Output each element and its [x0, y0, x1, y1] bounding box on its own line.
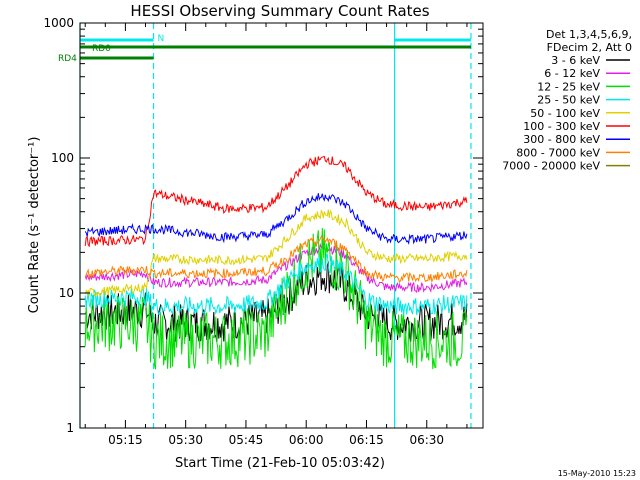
attenuator-layer: N RD0 RD4 — [58, 34, 471, 64]
series-line-2 — [84, 227, 468, 370]
legend-entry-label: 300 - 800 keV — [523, 133, 600, 146]
legend-entry-label: 12 - 25 keV — [537, 80, 600, 93]
x-tick-label: 06:30 — [409, 433, 444, 447]
y-tick-layer: 1 10 100 1000 — [43, 16, 483, 435]
x-axis-label: Start Time (21-Feb-10 05:03:42) — [175, 456, 385, 471]
series-layer — [84, 155, 468, 370]
x-tick-label: 05:30 — [168, 433, 203, 447]
legend-header: FDecim 2, Att 0 — [547, 41, 632, 54]
attenuator-label-2: RD0 — [92, 44, 111, 54]
x-tick-label: 06:15 — [349, 433, 384, 447]
attenuator-label-4: RD4 — [58, 54, 77, 64]
series-line-6 — [84, 193, 468, 246]
x-tick-layer: 05:15 05:30 05:45 06:00 06:15 06:30 — [84, 23, 468, 447]
attenuator-label-0: N — [158, 34, 165, 44]
legend-entry-label: 50 - 100 keV — [530, 107, 600, 120]
legend-entry-label: 100 - 300 keV — [523, 120, 600, 133]
plot-frame — [79, 22, 484, 429]
chart-title: HESSI Observing Summary Count Rates — [130, 2, 429, 20]
x-tick-label: 05:45 — [229, 433, 264, 447]
legend: Det 1,3,4,5,6,9,FDecim 2, Att 03 - 6 keV… — [502, 28, 632, 173]
series-line-3 — [84, 253, 468, 316]
legend-entry-label: 7000 - 20000 keV — [502, 160, 600, 173]
y-tick-label: 1000 — [43, 16, 74, 30]
y-tick-label: 10 — [59, 286, 74, 300]
series-line-5 — [84, 155, 468, 248]
legend-entry-label: 25 - 50 keV — [537, 94, 600, 107]
series-line-4 — [84, 209, 468, 298]
legend-entry-label: 800 - 7000 keV — [516, 146, 600, 159]
y-tick-label: 100 — [51, 151, 74, 165]
legend-header: Det 1,3,4,5,6,9, — [546, 28, 632, 41]
x-tick-label: 06:00 — [289, 433, 324, 447]
footer-timestamp: 15-May-2010 15:23 — [558, 469, 636, 478]
y-axis-label: Count Rate (s⁻¹ detector⁻¹) — [27, 137, 42, 314]
series-line-7 — [84, 235, 468, 284]
legend-entry-label: 6 - 12 keV — [544, 67, 600, 80]
y-tick-label: 1 — [66, 421, 74, 435]
x-tick-label: 05:15 — [108, 433, 143, 447]
legend-entry-label: 3 - 6 keV — [551, 54, 600, 67]
